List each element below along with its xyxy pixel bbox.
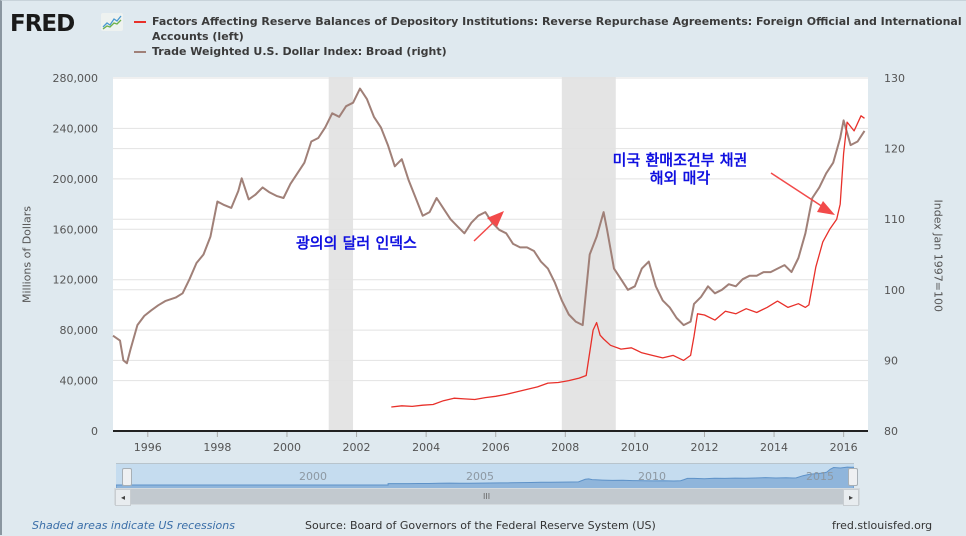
x-tick-label: 2016 [830, 441, 858, 454]
recession-band [561, 77, 616, 431]
plot-background [113, 77, 868, 431]
x-tick-label: 2012 [690, 441, 718, 454]
series-line-reverse-repo [391, 115, 865, 408]
x-tick-label: 2002 [343, 441, 371, 454]
legend-swatch-dollar-index [134, 51, 146, 53]
y-tick-label-right: 80 [884, 425, 898, 438]
annotation-arrowhead-dollar-index [487, 211, 504, 227]
navigator-handle-left[interactable] [122, 468, 132, 486]
x-tick-label: 2008 [551, 441, 579, 454]
annotation-repo-line1: 미국 환매조건부 채권 [612, 151, 748, 169]
x-tick-label: 2006 [482, 441, 510, 454]
recession-note: Shaded areas indicate US recessions [32, 519, 235, 532]
scrollbar-grip[interactable]: III [483, 492, 491, 501]
x-tick-label: 2010 [621, 441, 649, 454]
y-tick-label-right: 120 [884, 143, 905, 156]
y-tick-label-left: 120,000 [53, 274, 99, 287]
y-tick-label-right: 100 [884, 284, 905, 297]
x-tick-label: 1996 [134, 441, 162, 454]
y-tick-label-left: 80,000 [60, 324, 99, 337]
y-tick-label-right: 110 [884, 213, 905, 226]
y-tick-label-left: 200,000 [53, 173, 99, 186]
legend-label-dollar-index: Trade Weighted U.S. Dollar Index: Broad … [152, 45, 447, 58]
navigator-label-2010: 2010 [638, 470, 666, 483]
legend-item-dollar-index[interactable]: Trade Weighted U.S. Dollar Index: Broad … [132, 44, 962, 59]
y-tick-label-right: 130 [884, 72, 905, 85]
navigator[interactable]: 2000 2005 2010 2015 [116, 463, 854, 489]
x-tick-label: 1998 [203, 441, 231, 454]
chart-plot: 0 40,000 80,000 120,000 160,000 200,000 240,00… [53, 72, 906, 454]
y-tick-label-left: 280,000 [53, 72, 99, 85]
legend-label-repo-cont: Accounts (left) [152, 30, 244, 43]
y-tick-label-left: 0 [91, 425, 98, 438]
legend: Factors Affecting Reserve Balances of De… [132, 14, 962, 59]
scrollbar[interactable]: ◂ III ▸ [114, 488, 860, 506]
navigator-series [116, 466, 854, 489]
annotation-arrowhead-repo [817, 201, 835, 215]
x-tick-label: 2004 [412, 441, 440, 454]
fred-logo[interactable]: FRED [10, 11, 75, 37]
x-tick-label: 2014 [760, 441, 788, 454]
x-tick-label: 2000 [273, 441, 301, 454]
annotation-arrow-repo [770, 172, 824, 208]
source-text: Source: Board of Governors of the Federa… [305, 519, 656, 532]
recession-band [328, 77, 354, 431]
y-tick-label-right: 90 [884, 354, 898, 367]
y-tick-label-left: 40,000 [60, 375, 99, 388]
legend-swatch-repo [134, 21, 146, 23]
y-tick-label-left: 160,000 [53, 223, 99, 236]
navigator-label-2005: 2005 [466, 470, 494, 483]
annotation-arrow-dollar-index [473, 219, 497, 242]
annotation-dollar-index: 광의의 달러 인덱스 [296, 234, 417, 252]
legend-label-repo: Factors Affecting Reserve Balances of De… [152, 15, 962, 28]
annotation-repo-line2: 해외 매각 [649, 169, 711, 187]
navigator-label-2000: 2000 [299, 470, 327, 483]
navigator-label-2015: 2015 [806, 470, 834, 483]
scroll-left-button[interactable]: ◂ [115, 489, 131, 506]
navigator-handle-right[interactable] [848, 468, 858, 486]
chart-line-icon [101, 13, 123, 31]
legend-item-repo[interactable]: Factors Affecting Reserve Balances of De… [132, 14, 962, 44]
y-tick-label-left: 240,000 [53, 122, 99, 135]
site-link[interactable]: fred.stlouisfed.org [832, 519, 933, 532]
scroll-right-button[interactable]: ▸ [843, 489, 859, 506]
